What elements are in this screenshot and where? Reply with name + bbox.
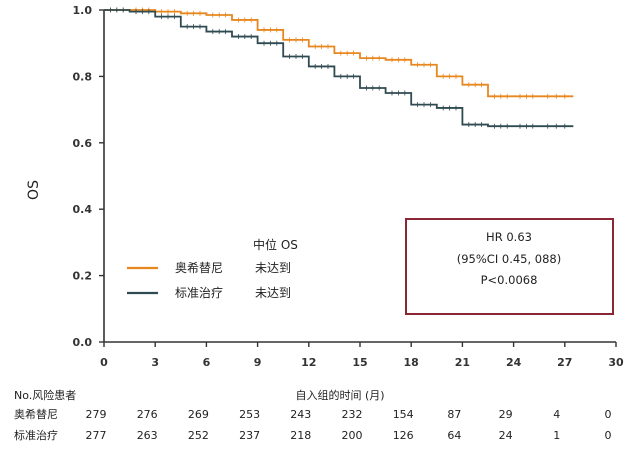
y-tick-label: 0.0: [73, 336, 93, 349]
risk-value: 200: [342, 429, 363, 442]
risk-value: 0: [605, 429, 612, 442]
risk-value: 154: [393, 408, 414, 421]
y-tick-label: 0.2: [73, 270, 93, 283]
risk-value: 218: [290, 429, 311, 442]
x-tick-label: 6: [203, 356, 211, 369]
risk-value: 279: [86, 408, 107, 421]
legend-title: 中位 OS: [253, 237, 298, 252]
risk-value: 29: [499, 408, 513, 421]
x-tick-label: 3: [151, 356, 159, 369]
risk-value: 24: [499, 429, 513, 442]
hr-ci: (95%CI 0.45, 088): [457, 252, 561, 266]
x-tick-label: 24: [506, 356, 522, 369]
legend-label-osimertinib: 奥希替尼: [175, 260, 223, 275]
y-tick-label: 0.4: [73, 203, 93, 216]
risk-value: 243: [290, 408, 311, 421]
risk-table-header: No.风险患者: [14, 388, 76, 402]
axes-layer: 0.0 0.2 0.4 0.6 0.8 1.0 0 3 6 9 12 15 18 21 24 27 30: [73, 4, 624, 369]
x-tick-label: 30: [608, 356, 624, 369]
risk-value: 0: [605, 408, 612, 421]
risk-row-label-standard: 标准治疗: [14, 428, 58, 442]
risk-value: 252: [188, 429, 209, 442]
legend-median-osimertinib: 未达到: [255, 261, 291, 275]
x-axis-title: 自入组的时间 (月): [295, 388, 384, 402]
risk-value: 87: [447, 408, 461, 421]
y-axis-title: OS: [26, 180, 42, 200]
x-tick-label: 15: [352, 356, 367, 369]
risk-value: 269: [188, 408, 209, 421]
x-tick-label: 21: [455, 356, 470, 369]
risk-row-label-osimertinib: 奥希替尼: [14, 407, 58, 421]
x-tick-label: 27: [557, 356, 572, 369]
legend-median-standard: 未达到: [255, 286, 291, 300]
risk-value: 276: [137, 408, 158, 421]
hr-value: HR 0.63: [486, 230, 532, 244]
risk-value: 64: [447, 429, 461, 442]
hr-p-value: P<0.0068: [481, 273, 538, 287]
y-tick-label: 1.0: [73, 4, 93, 17]
y-tick-label: 0.6: [73, 137, 93, 150]
series-layer: [104, 7, 574, 129]
risk-value: 237: [239, 429, 260, 442]
hr-annotation-box: [405, 218, 614, 315]
x-tick-label: 0: [100, 356, 108, 369]
risk-value: 4: [553, 408, 560, 421]
risk-value: 232: [342, 408, 363, 421]
x-tick-label: 18: [404, 356, 419, 369]
risk-value: 1: [553, 429, 560, 442]
legend-label-standard: 标准治疗: [175, 286, 223, 300]
risk-value: 277: [86, 429, 107, 442]
y-tick-label: 0.8: [73, 70, 93, 83]
risk-value: 126: [393, 429, 414, 442]
km-curve-standard: [104, 9, 574, 128]
risk-value: 263: [137, 429, 158, 442]
x-tick-label: 12: [301, 356, 316, 369]
km-curve-osimertinib: [104, 9, 574, 98]
x-tick-label: 9: [254, 356, 262, 369]
risk-table: 279 276 269 253 243 232 154 87 29 4 0 277 263 252 237 2…: [86, 408, 612, 442]
risk-value: 253: [239, 408, 260, 421]
